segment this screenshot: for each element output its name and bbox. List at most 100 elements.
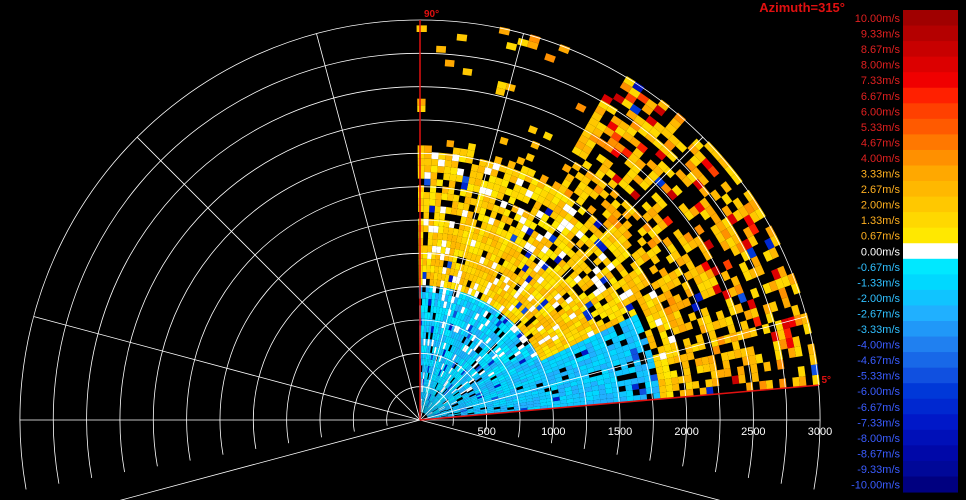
velocity-cell bbox=[469, 326, 476, 334]
velocity-cell bbox=[483, 354, 490, 361]
velocity-cell bbox=[518, 304, 526, 312]
velocity-cell bbox=[615, 369, 624, 377]
colorbar: 10.00m/s9.33m/s8.67m/s8.00m/s7.33m/s6.67… bbox=[851, 10, 958, 493]
velocity-cell bbox=[599, 189, 610, 200]
velocity-cell bbox=[440, 378, 445, 385]
velocity-cell bbox=[486, 202, 495, 211]
velocity-cell bbox=[518, 215, 528, 225]
velocity-cell bbox=[629, 328, 639, 337]
velocity-cell bbox=[577, 360, 586, 367]
velocity-cell bbox=[547, 341, 556, 349]
velocity-cell bbox=[462, 300, 468, 308]
velocity-cell bbox=[442, 371, 447, 379]
velocity-cell bbox=[434, 375, 438, 382]
velocity-cell bbox=[476, 314, 483, 322]
velocity-cell bbox=[425, 298, 429, 306]
velocity-cell bbox=[507, 304, 516, 312]
velocity-cell bbox=[523, 330, 532, 338]
velocity-cell bbox=[750, 363, 759, 374]
velocity-cell bbox=[601, 266, 611, 276]
velocity-cell bbox=[630, 377, 639, 385]
velocity-cell bbox=[431, 406, 438, 412]
velocity-cell bbox=[540, 279, 549, 288]
velocity-cell bbox=[537, 259, 546, 268]
velocity-cell bbox=[521, 280, 529, 289]
velocity-cell bbox=[644, 132, 657, 144]
velocity-cell bbox=[432, 332, 436, 340]
velocity-cell bbox=[613, 295, 623, 305]
velocity-cell bbox=[731, 375, 740, 385]
velocity-cell bbox=[427, 298, 432, 306]
velocity-cell bbox=[466, 365, 473, 372]
velocity-cell bbox=[504, 360, 512, 367]
velocity-cell bbox=[516, 331, 524, 339]
velocity-cell bbox=[553, 292, 562, 302]
velocity-cell bbox=[666, 296, 677, 307]
velocity-cell bbox=[651, 311, 661, 321]
velocity-cell bbox=[443, 173, 451, 181]
velocity-cell bbox=[427, 394, 432, 401]
colorbar-swatch bbox=[903, 445, 958, 462]
velocity-cell bbox=[623, 349, 632, 358]
velocity-cell bbox=[433, 299, 438, 307]
velocity-cell bbox=[422, 265, 427, 273]
velocity-cell bbox=[622, 297, 632, 307]
velocity-cell bbox=[531, 238, 541, 248]
velocity-cell bbox=[699, 324, 709, 334]
velocity-cell bbox=[434, 313, 439, 321]
velocity-cell bbox=[485, 251, 493, 260]
velocity-cell bbox=[427, 402, 432, 408]
velocity-cell bbox=[636, 246, 647, 257]
velocity-cell bbox=[557, 241, 567, 251]
velocity-cell bbox=[570, 225, 580, 236]
velocity-cell bbox=[435, 400, 441, 406]
velocity-cell bbox=[446, 193, 454, 202]
colorbar-label: -4.67m/s bbox=[857, 355, 900, 367]
velocity-cell bbox=[647, 228, 658, 239]
velocity-cell bbox=[563, 342, 571, 350]
velocity-cell bbox=[537, 338, 546, 346]
velocity-cell bbox=[676, 300, 686, 311]
velocity-cell bbox=[474, 178, 483, 187]
velocity-cell bbox=[433, 326, 437, 334]
velocity-cell bbox=[544, 274, 553, 283]
velocity-cell bbox=[440, 413, 448, 416]
velocity-cell bbox=[669, 319, 679, 329]
velocity-cell bbox=[553, 338, 562, 346]
velocity-cell bbox=[506, 239, 515, 249]
velocity-cell bbox=[438, 406, 445, 411]
velocity-cell bbox=[524, 342, 533, 350]
velocity-cell bbox=[451, 389, 458, 395]
velocity-cell bbox=[509, 323, 517, 332]
angle-spoke bbox=[419, 33, 524, 421]
velocity-cell bbox=[457, 249, 464, 258]
velocity-cell bbox=[450, 167, 458, 175]
velocity-cell bbox=[448, 367, 453, 374]
velocity-cell bbox=[567, 207, 578, 217]
velocity-cell bbox=[437, 273, 442, 281]
velocity-cell bbox=[442, 349, 447, 357]
velocity-cell bbox=[457, 398, 464, 403]
velocity-cell bbox=[432, 374, 436, 381]
velocity-cell bbox=[525, 227, 534, 236]
velocity-cell bbox=[426, 265, 431, 273]
velocity-cell bbox=[479, 315, 486, 324]
velocity-cell bbox=[632, 147, 644, 159]
velocity-cell bbox=[441, 293, 446, 302]
velocity-cell bbox=[612, 359, 621, 367]
velocity-cell bbox=[525, 275, 533, 284]
velocity-cell bbox=[574, 336, 583, 344]
velocity-cell bbox=[437, 159, 446, 167]
velocity-cell bbox=[432, 279, 438, 287]
velocity-cell bbox=[519, 314, 527, 322]
velocity-cell bbox=[482, 279, 490, 288]
velocity-cell bbox=[545, 368, 553, 374]
velocity-cell bbox=[728, 286, 738, 298]
velocity-cell bbox=[531, 328, 539, 336]
velocity-cell bbox=[511, 316, 520, 324]
velocity-cell bbox=[515, 244, 524, 254]
colorbar-label: 7.33m/s bbox=[861, 75, 901, 87]
velocity-cell bbox=[515, 301, 523, 310]
velocity-cell bbox=[687, 238, 699, 250]
velocity-cell bbox=[505, 217, 514, 226]
